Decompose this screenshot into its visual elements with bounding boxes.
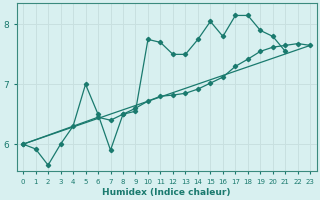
- X-axis label: Humidex (Indice chaleur): Humidex (Indice chaleur): [102, 188, 231, 197]
